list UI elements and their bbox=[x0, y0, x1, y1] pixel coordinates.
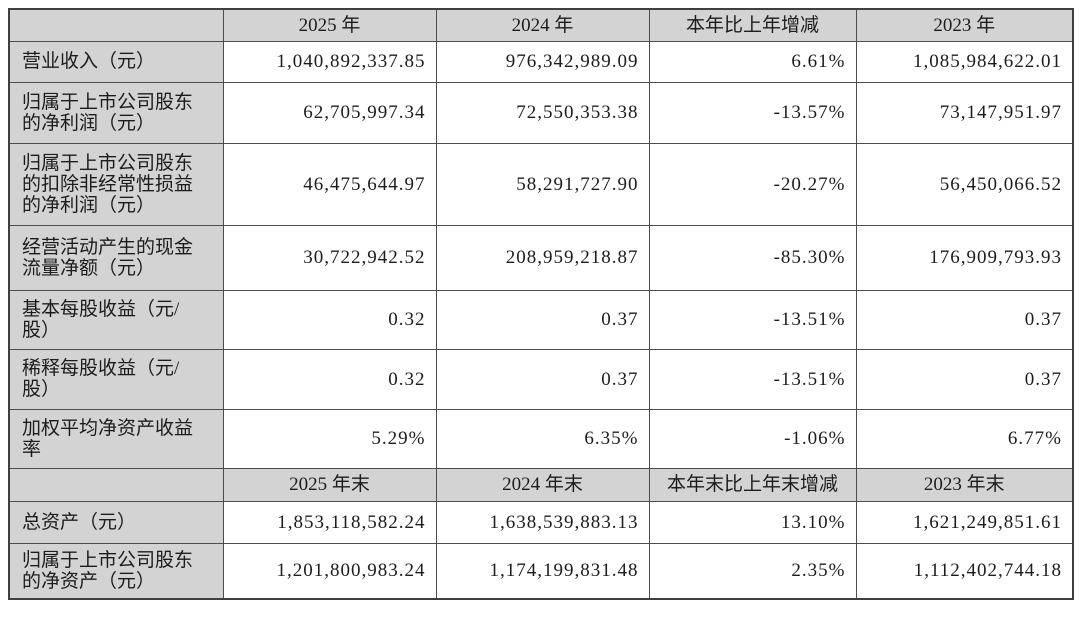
cell-value: 13.10% bbox=[648, 500, 857, 544]
cell-value: 0.32 bbox=[222, 348, 437, 410]
cell-value: 73,147,951.97 bbox=[855, 81, 1074, 144]
row-label: 归属于上市公司股东 的净资产（元） bbox=[8, 542, 224, 600]
cell-value: 1,853,118,582.24 bbox=[222, 500, 437, 544]
table-row-basic-eps: 基本每股收益（元/ 股） 0.32 0.37 -13.51% 0.37 bbox=[8, 289, 1074, 350]
cell-value: -85.30% bbox=[648, 224, 857, 291]
cell-value: 1,112,402,744.18 bbox=[855, 542, 1074, 600]
column-header-2024: 2024 年 bbox=[435, 8, 650, 42]
cell-value: 72,550,353.38 bbox=[435, 81, 650, 144]
cell-value: 6.61% bbox=[648, 40, 857, 83]
cell-value: 976,342,989.09 bbox=[435, 40, 650, 83]
cell-value: 0.37 bbox=[855, 348, 1074, 410]
cell-value: 176,909,793.93 bbox=[855, 224, 1074, 291]
cell-value: -20.27% bbox=[648, 142, 857, 226]
table-row-diluted-eps: 稀释每股收益（元/ 股） 0.32 0.37 -13.51% 0.37 bbox=[8, 348, 1074, 410]
cell-value: 30,722,942.52 bbox=[222, 224, 437, 291]
table-row-weighted-avg-roe: 加权平均净资产收益 率 5.29% 6.35% -1.06% 6.77% bbox=[8, 408, 1074, 469]
cell-value: -13.57% bbox=[648, 81, 857, 144]
row-label: 加权平均净资产收益 率 bbox=[8, 408, 224, 469]
cell-value: 46,475,644.97 bbox=[222, 142, 437, 226]
row-label: 归属于上市公司股东 的净利润（元） bbox=[8, 81, 224, 144]
cell-value: -13.51% bbox=[648, 348, 857, 410]
corner-cell bbox=[8, 8, 224, 42]
column-header-2025-end: 2025 年末 bbox=[222, 467, 437, 502]
table-row-net-profit: 归属于上市公司股东 的净利润（元） 62,705,997.34 72,550,3… bbox=[8, 81, 1074, 144]
cell-value: -1.06% bbox=[648, 408, 857, 469]
cell-value: -13.51% bbox=[648, 289, 857, 350]
cell-value: 2.35% bbox=[648, 542, 857, 600]
cell-value: 1,040,892,337.85 bbox=[222, 40, 437, 83]
cell-value: 1,174,199,831.48 bbox=[435, 542, 650, 600]
column-header-2023: 2023 年 bbox=[855, 8, 1074, 42]
key-accounting-data-table: 2025 年 2024 年 本年比上年增减 2023 年 营业收入（元） 1,0… bbox=[8, 8, 1074, 600]
cell-value: 5.29% bbox=[222, 408, 437, 469]
table-row-net-profit-excl-nonrecurring: 归属于上市公司股东 的扣除非经常性损益 的净利润（元） 46,475,644.9… bbox=[8, 142, 1074, 226]
cell-value: 1,638,539,883.13 bbox=[435, 500, 650, 544]
cell-value: 1,085,984,622.01 bbox=[855, 40, 1074, 83]
row-label: 经营活动产生的现金 流量净额（元） bbox=[8, 224, 224, 291]
table-row-header-annual: 2025 年 2024 年 本年比上年增减 2023 年 bbox=[8, 8, 1074, 42]
table-row-header-end-of-period: 2025 年末 2024 年末 本年末比上年末增减 2023 年末 bbox=[8, 467, 1074, 502]
corner-cell bbox=[8, 467, 224, 502]
row-label: 稀释每股收益（元/ 股） bbox=[8, 348, 224, 410]
row-label: 归属于上市公司股东 的扣除非经常性损益 的净利润（元） bbox=[8, 142, 224, 226]
cell-value: 0.32 bbox=[222, 289, 437, 350]
cell-value: 62,705,997.34 bbox=[222, 81, 437, 144]
column-header-yoy-change: 本年比上年增减 bbox=[648, 8, 857, 42]
table-row-revenue: 营业收入（元） 1,040,892,337.85 976,342,989.09 … bbox=[8, 40, 1074, 83]
table-row-total-assets: 总资产（元） 1,853,118,582.24 1,638,539,883.13… bbox=[8, 500, 1074, 544]
row-label: 总资产（元） bbox=[8, 500, 224, 544]
column-header-2023-end: 2023 年末 bbox=[855, 467, 1074, 502]
cell-value: 58,291,727.90 bbox=[435, 142, 650, 226]
row-label: 基本每股收益（元/ 股） bbox=[8, 289, 224, 350]
cell-value: 6.35% bbox=[435, 408, 650, 469]
cell-value: 1,201,800,983.24 bbox=[222, 542, 437, 600]
column-header-eop-change: 本年末比上年末增减 bbox=[648, 467, 857, 502]
table-row-net-assets: 归属于上市公司股东 的净资产（元） 1,201,800,983.24 1,174… bbox=[8, 542, 1074, 600]
row-label: 营业收入（元） bbox=[8, 40, 224, 83]
column-header-2025: 2025 年 bbox=[222, 8, 437, 42]
cell-value: 0.37 bbox=[435, 348, 650, 410]
cell-value: 0.37 bbox=[855, 289, 1074, 350]
cell-value: 1,621,249,851.61 bbox=[855, 500, 1074, 544]
cell-value: 0.37 bbox=[435, 289, 650, 350]
cell-value: 208,959,218.87 bbox=[435, 224, 650, 291]
column-header-2024-end: 2024 年末 bbox=[435, 467, 650, 502]
table-row-operating-cash-flow: 经营活动产生的现金 流量净额（元） 30,722,942.52 208,959,… bbox=[8, 224, 1074, 291]
cell-value: 56,450,066.52 bbox=[855, 142, 1074, 226]
cell-value: 6.77% bbox=[855, 408, 1074, 469]
